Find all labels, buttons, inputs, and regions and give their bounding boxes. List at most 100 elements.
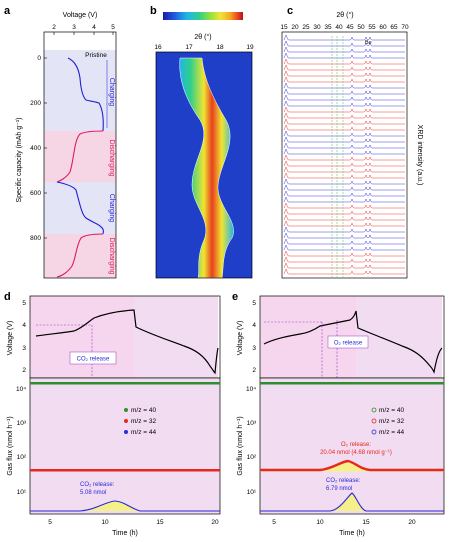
- panel-d-time-tick: 10: [101, 519, 109, 526]
- panel-d-legend-marker: [124, 408, 128, 412]
- panel-a-y-tick: 800: [30, 235, 41, 242]
- panel-a-y-ticks: 0 200 400 600 800: [30, 55, 41, 242]
- xrd-pattern-line: [283, 142, 405, 149]
- panel-e-legend-label: m/z = 40: [379, 407, 404, 414]
- xrd-pattern-line: [283, 238, 405, 245]
- xrd-pattern-line: [283, 250, 405, 257]
- xrd-pattern-line: [283, 124, 405, 131]
- panel-b-x-tick: 18: [216, 44, 224, 51]
- xrd-pattern-line: [283, 58, 405, 65]
- panel-e-voltage-tick: 2: [252, 367, 256, 374]
- panel-b-colorbar: [163, 12, 243, 20]
- panel-e-voltage-tick: 4: [252, 322, 256, 329]
- xrd-pattern-line: [283, 130, 405, 137]
- xrd-pattern-line: [283, 196, 405, 203]
- panel-d-legend-label: m/z = 40: [131, 407, 156, 414]
- xrd-pattern-line: [283, 46, 405, 53]
- xrd-pattern-line: [283, 40, 405, 47]
- panel-d-voltage-curve: [35, 309, 219, 375]
- panel-d-charge-band-top: [30, 296, 134, 378]
- panel-a-discharge-band-2: [44, 234, 116, 278]
- panel-c-y-title: XRD intensity (a.u.): [416, 125, 423, 186]
- xrd-pattern-line: [283, 94, 405, 101]
- panel-c-x-tick: 40: [335, 24, 343, 31]
- panel-d-time-tick: 5: [48, 519, 52, 526]
- xrd-pattern-line: [283, 244, 405, 251]
- panel-d-legend-marker: [124, 419, 128, 423]
- panel-d-flux-tick: 10²: [17, 454, 27, 461]
- panel-c-x-tick: 25: [302, 24, 310, 31]
- xrd-pattern-line: [283, 106, 405, 113]
- panel-d-mz44-trace: [30, 500, 220, 512]
- panel-e-gas-frame: [259, 377, 445, 515]
- panel-c-x-ticks: 15 20 25 30 35 40 45 50 55 60 65 70: [280, 24, 409, 31]
- xrd-pattern-line: [283, 70, 405, 77]
- xrd-pattern-line: [283, 154, 405, 161]
- panel-d-flux-tick: 10³: [17, 420, 27, 427]
- panel-e-mz32-trace: [260, 459, 444, 472]
- panel-a-x-tick: 2: [52, 24, 56, 31]
- xrd-pattern-line: [283, 166, 405, 173]
- panel-d-time-ticks: 5 10 15 20: [48, 519, 219, 526]
- panel-b-x-tick: 17: [185, 44, 193, 51]
- panel-d-co2-note: CO₂ release:: [80, 482, 115, 488]
- panel-e-legend-marker: [371, 418, 377, 424]
- panel-e-co2-value: 6.79 nmol: [326, 486, 352, 492]
- xrd-pattern-line: [283, 112, 405, 119]
- panel-a-x-tick: 4: [92, 24, 96, 31]
- panel-a-x-tick: 5: [111, 24, 115, 31]
- panel-e-legend-marker: [371, 429, 377, 435]
- panel-b-x-title: 2θ (°): [194, 33, 211, 41]
- panel-d-discharge-band-top: [134, 296, 218, 378]
- panel-e-release-label: O₂ release: [334, 341, 363, 347]
- panel-e-legend-label: m/z = 44: [379, 429, 404, 436]
- panel-e-o2-highlight: [260, 460, 444, 472]
- xrd-pattern-line: [283, 52, 405, 59]
- panel-a-y-tick: 400: [30, 145, 41, 152]
- panel-d-time-title: Time (h): [112, 530, 138, 537]
- xrd-pattern-line: [283, 256, 405, 263]
- panel-e-flux-tick: 10³: [247, 420, 257, 427]
- xrd-pattern-line: [283, 136, 405, 143]
- panel-a-step-label: Discharging: [108, 238, 115, 275]
- xrd-pattern-line: [283, 220, 405, 227]
- panel-e-flux-tick: 10¹: [247, 489, 257, 496]
- panel-e-time-tick: 15: [362, 519, 370, 526]
- panel-b-frame: [155, 51, 253, 279]
- panel-e-time-ticks: 5 10 15 20: [272, 519, 416, 526]
- panel-d-legend-label: m/z = 32: [131, 418, 156, 425]
- panel-e-time-tick: 5: [272, 519, 276, 526]
- panel-e-legend-label: m/z = 32: [379, 418, 404, 425]
- panel-a-step-label: Charging: [108, 78, 115, 107]
- panel-a-step-label: Charging: [108, 194, 115, 223]
- panel-b-x-ticks: 16 17 18 19: [154, 44, 254, 51]
- panel-a-step-label: Discharging: [108, 140, 115, 177]
- panel-e-flux-tick: 10²: [247, 454, 257, 461]
- panel-d-voltage-ticks: 2 3 4 5: [22, 300, 26, 374]
- panel-d-legend-marker: [124, 430, 128, 434]
- xrd-pattern-line: [283, 202, 405, 209]
- panel-c-x-tick: 20: [291, 24, 299, 31]
- xrd-pattern-line: [283, 76, 405, 83]
- panel-d-flux-tick: 10¹: [17, 489, 27, 496]
- panel-c-x-tick: 65: [390, 24, 398, 31]
- panel-e-voltage-ticks: 2 3 4 5: [252, 300, 256, 374]
- panel-a-x-tick: 3: [72, 24, 76, 31]
- panel-e-flux-title: Gas flux (nmol h⁻¹): [237, 416, 244, 475]
- panel-a-x-title: Voltage (V): [63, 12, 98, 19]
- panel-b-x-tick: 19: [246, 44, 254, 51]
- xrd-pattern-line: [283, 160, 405, 167]
- panel-e-voltage-tick: 3: [252, 345, 256, 352]
- panel-a-pristine-label: Pristine: [85, 52, 107, 59]
- panel-e-time-tick: 20: [408, 519, 416, 526]
- panel-e-o2-value: 20.04 nmol (4.68 nmol g⁻¹): [320, 450, 392, 456]
- xrd-pattern-line: [283, 190, 405, 197]
- xrd-pattern-line: [283, 208, 405, 215]
- xrd-pattern-line: [283, 214, 405, 221]
- panel-a-frame: [43, 31, 117, 279]
- panel-a-discharge-curve-2: [56, 233, 104, 278]
- panel-e-letter: e: [232, 291, 238, 303]
- xrd-pattern-line: [283, 118, 405, 125]
- panel-d-flux-tick: 10⁴: [16, 386, 26, 393]
- panel-d-voltage-tick: 2: [22, 367, 26, 374]
